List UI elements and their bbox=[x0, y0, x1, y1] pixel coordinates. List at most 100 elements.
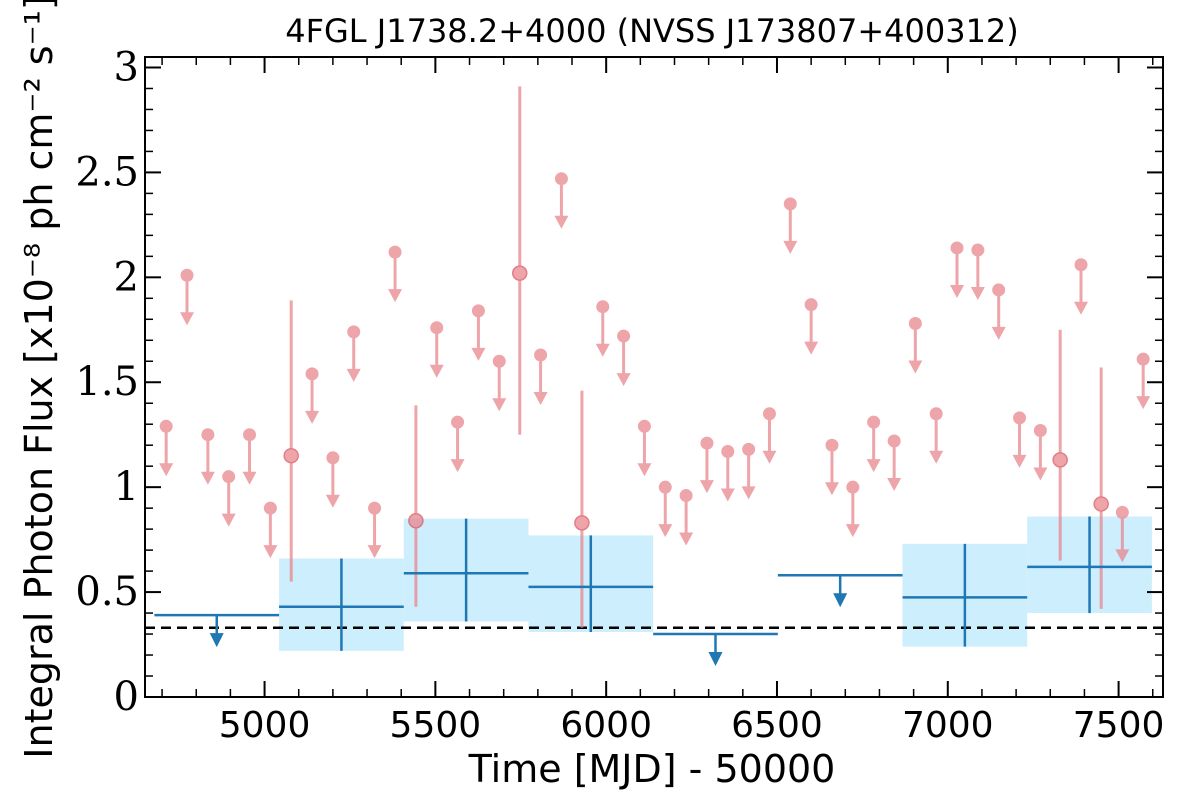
y-tick-label: 1.5 bbox=[75, 359, 139, 405]
upper-limit-marker bbox=[492, 354, 507, 412]
upper-limit-arrowhead bbox=[429, 364, 444, 378]
upper-limit-marker bbox=[991, 283, 1006, 340]
upper-limit-arrowhead bbox=[1136, 396, 1151, 410]
upper-limit-marker bbox=[1033, 424, 1048, 481]
upper-limit-marker bbox=[804, 298, 819, 355]
upper-limit-marker bbox=[221, 470, 236, 527]
upper-limit-marker bbox=[741, 442, 756, 500]
upper-limit-arrowhead bbox=[450, 459, 465, 473]
upper-limit-arrowhead bbox=[783, 240, 798, 254]
upper-limit-point bbox=[762, 407, 776, 421]
upper-limit-arrowhead bbox=[200, 471, 215, 485]
upper-limit-point bbox=[326, 451, 340, 465]
upper-limit-arrowhead bbox=[824, 482, 839, 496]
upper-limit-point bbox=[368, 501, 382, 515]
upper-limit-point bbox=[846, 480, 860, 494]
upper-limit-point bbox=[929, 407, 943, 421]
plot-area: 0 0.5 1 1.5 2 2.5 3 5000 5500 6000 6500 7000 7500 bbox=[75, 44, 1164, 746]
upper-limit-marker bbox=[595, 300, 610, 357]
upper-limit-marker bbox=[367, 501, 382, 559]
upper-limit-marker bbox=[346, 325, 361, 382]
upper-limit-arrowhead bbox=[741, 486, 756, 500]
upper-limit-point bbox=[804, 298, 818, 312]
axes-frame bbox=[144, 56, 1164, 698]
upper-limit-marker bbox=[699, 436, 714, 494]
upper-limit-arrowhead bbox=[221, 513, 236, 527]
detection-point bbox=[1052, 452, 1068, 468]
upper-limit-point bbox=[658, 480, 672, 494]
upper-limit-arrowhead bbox=[180, 312, 195, 326]
upper-limit-arrowhead bbox=[762, 450, 777, 464]
upper-limit-arrowhead bbox=[325, 494, 340, 508]
upper-limit-point bbox=[554, 172, 568, 186]
x-tick-label: 6000 bbox=[560, 705, 652, 746]
upper-limit-arrowhead bbox=[908, 360, 923, 374]
upper-limit-point bbox=[950, 241, 964, 255]
upper-limit-marker bbox=[1012, 411, 1027, 468]
upper-limit-marker bbox=[429, 321, 444, 378]
detection-point bbox=[1093, 496, 1109, 512]
detection-point bbox=[574, 515, 590, 531]
detection-marker bbox=[1052, 329, 1068, 561]
x-tick-label: 5000 bbox=[219, 705, 311, 746]
upper-limit-marker bbox=[242, 428, 257, 485]
upper-limit-point bbox=[222, 470, 236, 484]
upper-limit-arrowhead bbox=[242, 471, 257, 485]
upper-limit-point bbox=[637, 419, 651, 433]
upper-limit-arrowhead bbox=[533, 391, 548, 405]
upper-limit-marker bbox=[159, 419, 174, 477]
upper-limit-marker bbox=[180, 268, 195, 326]
upper-limit-marker bbox=[554, 172, 569, 229]
y-tick-label: 3 bbox=[114, 44, 139, 90]
y-tick-label: 2 bbox=[114, 254, 139, 300]
x-axis-label: Time [MJD] - 50000 bbox=[468, 747, 836, 791]
upper-limit-marker bbox=[1115, 505, 1130, 563]
upper-limit-point bbox=[908, 316, 922, 330]
upper-limit-arrowhead bbox=[1012, 454, 1027, 468]
upper-limit-arrowhead bbox=[471, 347, 486, 361]
upper-limit-arrowhead bbox=[679, 532, 694, 546]
upper-limit-marker bbox=[679, 489, 694, 546]
upper-limit-arrowhead bbox=[367, 545, 382, 559]
upper-limit-marker bbox=[783, 197, 798, 254]
upper-limit-point bbox=[305, 367, 319, 381]
upper-limit-arrowhead bbox=[159, 463, 174, 477]
upper-limit-point bbox=[347, 325, 361, 339]
upper-limit-point bbox=[867, 415, 881, 429]
detection-marker bbox=[511, 86, 528, 435]
upper-limit-marker bbox=[950, 241, 965, 298]
x-tick-label: 7000 bbox=[902, 705, 994, 746]
upper-limit-point bbox=[596, 300, 610, 314]
upper-limit-point bbox=[430, 321, 444, 335]
upper-limit-marker bbox=[388, 245, 403, 303]
upper-limit-marker bbox=[450, 415, 465, 473]
upper-limit-point bbox=[887, 434, 901, 448]
upper-limit-arrowhead bbox=[492, 398, 507, 412]
upper-limit-marker bbox=[533, 348, 548, 405]
upper-limit-point bbox=[201, 428, 215, 442]
x-tick-label: 6500 bbox=[731, 705, 823, 746]
upper-limit-arrowhead bbox=[845, 524, 860, 538]
upper-limit-arrowhead bbox=[1115, 549, 1130, 563]
upper-limit-arrowhead bbox=[263, 545, 278, 559]
upper-limit-marker bbox=[1136, 352, 1151, 410]
upper-limit-marker bbox=[720, 444, 735, 502]
upper-limit-arrowhead bbox=[1033, 467, 1048, 481]
y-tick-label: 2.5 bbox=[75, 149, 139, 195]
upper-limit-arrowhead bbox=[658, 524, 673, 538]
upper-limit-marker bbox=[970, 243, 985, 301]
upper-limit-point bbox=[742, 442, 756, 456]
upper-limit-arrowhead bbox=[595, 343, 610, 357]
upper-limit-point bbox=[451, 415, 465, 429]
upper-limit-marker bbox=[305, 367, 320, 424]
upper-limit-point bbox=[992, 283, 1006, 297]
detection-marker bbox=[1093, 367, 1109, 609]
upper-limit-point bbox=[1115, 505, 1129, 519]
coarse-upper-limit-arrowhead bbox=[708, 652, 723, 667]
upper-limit-arrowhead bbox=[720, 488, 735, 502]
upper-limit-point bbox=[534, 348, 548, 362]
upper-limit-arrowhead bbox=[305, 410, 320, 424]
upper-limit-marker bbox=[762, 407, 777, 464]
upper-limit-point bbox=[617, 329, 631, 343]
